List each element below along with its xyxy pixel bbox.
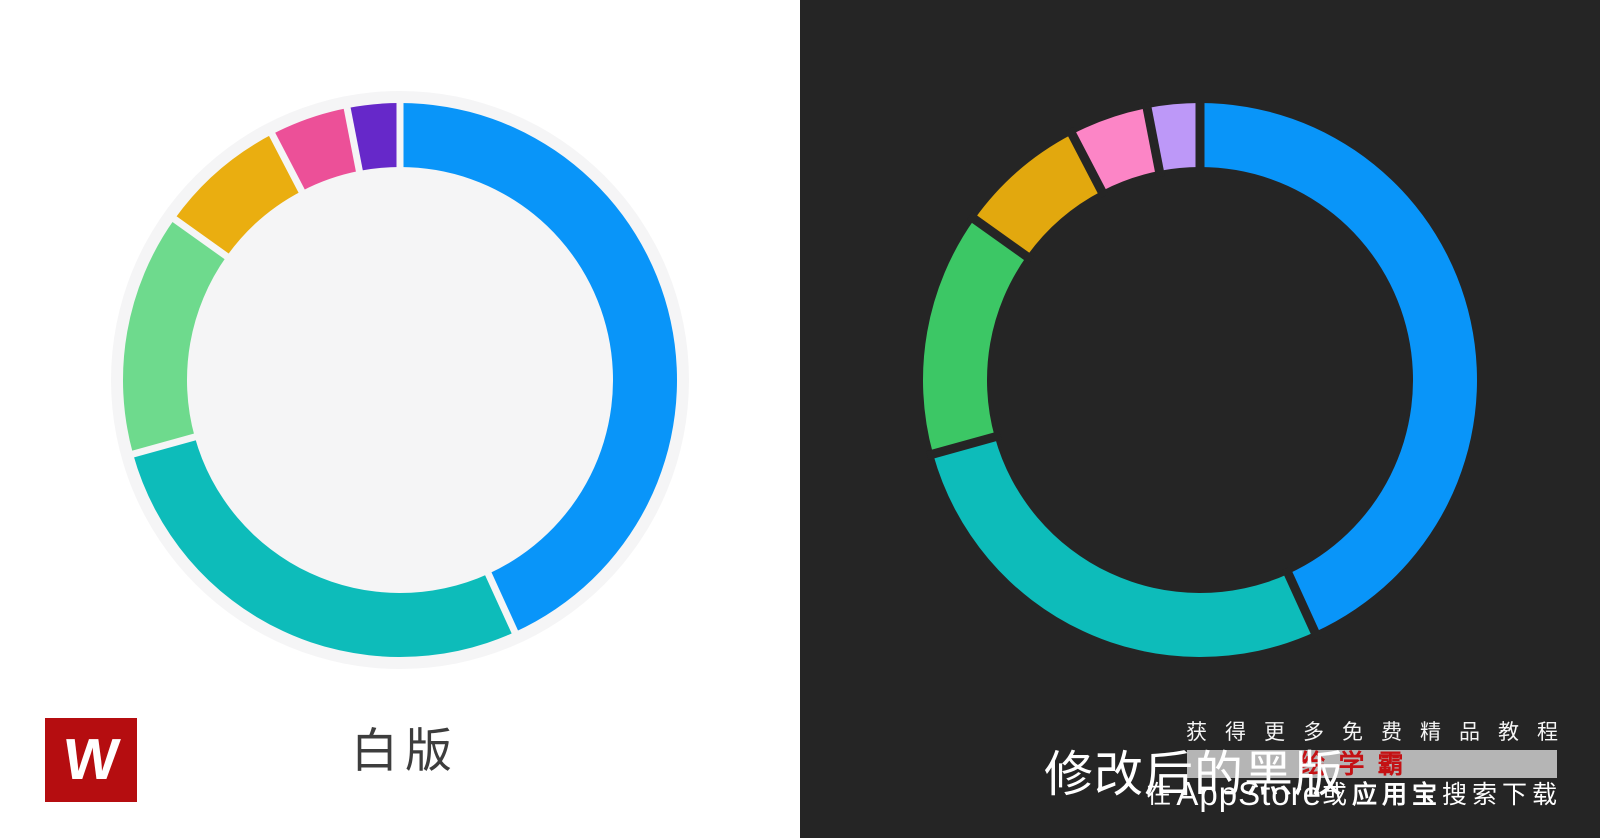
donut-segment-purple — [347, 103, 400, 171]
donut-segment-green — [123, 219, 227, 455]
donut-segment-green — [923, 219, 1027, 455]
segment-gap — [966, 211, 1035, 264]
yingyongbao-name: 应用宝 — [1351, 781, 1442, 809]
donut-backing-circle — [111, 91, 689, 669]
donut-segment-teal — [133, 436, 515, 657]
donut-segment-yellow — [174, 134, 302, 257]
brand-name: 绘学霸 — [1299, 749, 1417, 779]
donut-segment-blue — [1200, 103, 1477, 633]
donut-segment-blue — [400, 103, 677, 633]
brand-bar: 绘学霸 — [1187, 749, 1557, 779]
donut-chart-white — [111, 91, 689, 669]
download-or: 或 — [1321, 781, 1352, 809]
segment-gap — [1065, 126, 1109, 199]
segment-gap — [266, 127, 308, 199]
donut-segment-yellow — [974, 134, 1102, 257]
segment-gap — [342, 101, 364, 178]
segment-gap — [126, 431, 202, 460]
donut-chart-black — [923, 97, 1477, 657]
promo-tagline: 获得更多免费精品教程 — [1186, 721, 1576, 744]
w-logo-letter: W — [60, 727, 122, 792]
download-instruction: 在AppStore或应用宝搜索下载 — [1146, 775, 1562, 813]
segment-gap — [1141, 101, 1165, 178]
segment-gap — [926, 430, 1002, 460]
download-prefix: 在 — [1146, 781, 1177, 809]
w-logo: W — [45, 718, 137, 802]
segment-gap — [482, 566, 521, 639]
white-version-caption: 白版 — [351, 724, 459, 777]
black-version-caption: 修改后的黑版 — [1044, 748, 1345, 802]
segment-gap — [167, 212, 234, 263]
download-suffix: 搜索下载 — [1441, 781, 1562, 809]
segment-gap — [1281, 566, 1322, 640]
appstore-name: AppStore — [1176, 775, 1322, 812]
donut-segment-teal — [933, 436, 1315, 657]
